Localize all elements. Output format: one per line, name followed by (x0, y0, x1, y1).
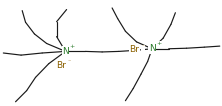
Text: N: N (149, 44, 155, 53)
Text: N: N (62, 47, 69, 56)
Text: +: + (70, 44, 75, 49)
Text: ⁻: ⁻ (68, 61, 71, 66)
Text: ⁻: ⁻ (141, 45, 144, 50)
Text: +: + (156, 41, 162, 47)
Text: Br: Br (56, 61, 66, 70)
Text: Br: Br (129, 45, 139, 54)
